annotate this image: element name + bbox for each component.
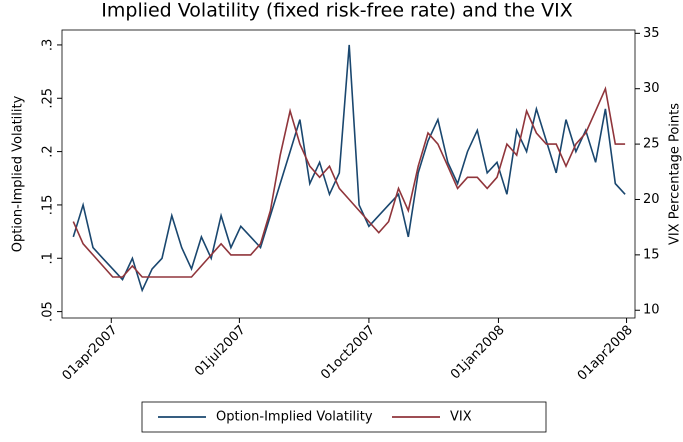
legend-label: VIX xyxy=(450,410,472,425)
y2-tick-label: 30 xyxy=(643,81,660,96)
y-tick-label: .15 xyxy=(41,195,56,216)
x-tick-label: 01apr2007 xyxy=(60,323,121,384)
x-tick-label: 01jul2007 xyxy=(192,323,249,380)
y2-tick-label: 20 xyxy=(643,192,660,207)
legend-box xyxy=(141,401,547,433)
y-tick-label: .1 xyxy=(41,252,56,264)
plot-area xyxy=(61,29,636,319)
x-tick-label: 01jan2008 xyxy=(448,323,508,383)
legend-label: Option-Implied Volatility xyxy=(216,410,373,425)
y2-tick-label: 25 xyxy=(643,137,660,152)
x-tick-label: 01oct2007 xyxy=(318,323,378,383)
y-tick-label: .3 xyxy=(41,39,56,51)
y2-tick-label: 10 xyxy=(643,303,660,318)
y2-axis-title: VIX Percentage Points xyxy=(668,103,683,245)
y-axis-title: Option-Implied Volatility xyxy=(11,95,26,252)
chart-title: Implied Volatility (fixed risk-free rate… xyxy=(101,0,572,22)
y2-tick-label: 15 xyxy=(643,247,660,262)
y2-tick-label: 35 xyxy=(643,26,660,41)
x-tick-label: 01apr2008 xyxy=(575,323,636,384)
y-tick-label: .25 xyxy=(41,88,56,109)
y-tick-label: .05 xyxy=(41,301,56,322)
series-line xyxy=(72,85,626,278)
y-tick-label: .2 xyxy=(41,145,56,157)
series-line xyxy=(72,44,626,293)
